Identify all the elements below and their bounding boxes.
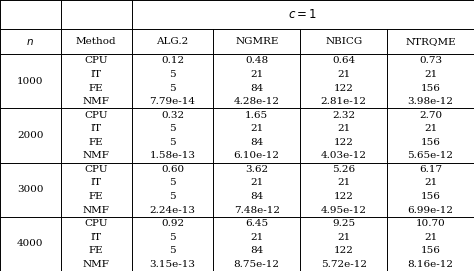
Text: 122: 122 — [334, 83, 354, 93]
Text: CPU: CPU — [84, 219, 108, 228]
Text: 8.75e-12: 8.75e-12 — [234, 260, 280, 269]
Text: 2.81e-12: 2.81e-12 — [320, 97, 367, 106]
Text: 0.60: 0.60 — [161, 165, 184, 174]
Text: 2.70: 2.70 — [419, 111, 442, 120]
Text: 156: 156 — [420, 138, 440, 147]
Text: 4.28e-12: 4.28e-12 — [234, 97, 280, 106]
Text: 1.58e-13: 1.58e-13 — [149, 151, 195, 160]
Text: NGMRE: NGMRE — [235, 37, 278, 46]
Text: 10.70: 10.70 — [416, 219, 446, 228]
Text: NMF: NMF — [82, 97, 109, 106]
Text: 21: 21 — [250, 70, 264, 79]
Text: 84: 84 — [250, 138, 264, 147]
Text: 8.16e-12: 8.16e-12 — [408, 260, 454, 269]
Text: 21: 21 — [250, 178, 264, 188]
Text: 4.03e-12: 4.03e-12 — [320, 151, 367, 160]
Text: CPU: CPU — [84, 56, 108, 66]
Text: 4000: 4000 — [17, 239, 44, 249]
Text: 122: 122 — [334, 138, 354, 147]
Text: 6.99e-12: 6.99e-12 — [408, 205, 454, 215]
Text: FE: FE — [89, 192, 103, 201]
Text: 7.79e-14: 7.79e-14 — [149, 97, 195, 106]
Text: 2.24e-13: 2.24e-13 — [149, 205, 195, 215]
Text: 0.73: 0.73 — [419, 56, 442, 66]
Text: 84: 84 — [250, 246, 264, 255]
Text: IT: IT — [91, 178, 102, 188]
Text: 5.65e-12: 5.65e-12 — [408, 151, 454, 160]
Text: 84: 84 — [250, 192, 264, 201]
Text: 5.72e-12: 5.72e-12 — [320, 260, 367, 269]
Text: 4.95e-12: 4.95e-12 — [320, 205, 367, 215]
Text: 1.65: 1.65 — [245, 111, 268, 120]
Text: 21: 21 — [250, 233, 264, 242]
Text: 7.48e-12: 7.48e-12 — [234, 205, 280, 215]
Text: 122: 122 — [334, 246, 354, 255]
Text: FE: FE — [89, 138, 103, 147]
Text: $n$: $n$ — [27, 37, 34, 47]
Text: 21: 21 — [250, 124, 264, 133]
Text: 5: 5 — [169, 178, 176, 188]
Text: NMF: NMF — [82, 260, 109, 269]
Text: 21: 21 — [337, 178, 350, 188]
Text: 0.12: 0.12 — [161, 56, 184, 66]
Text: Method: Method — [76, 37, 117, 46]
Text: NMF: NMF — [82, 205, 109, 215]
Text: 3000: 3000 — [17, 185, 44, 194]
Text: 5: 5 — [169, 192, 176, 201]
Text: 9.25: 9.25 — [332, 219, 355, 228]
Text: IT: IT — [91, 70, 102, 79]
Text: 5: 5 — [169, 246, 176, 255]
Text: 0.32: 0.32 — [161, 111, 184, 120]
Text: 2000: 2000 — [17, 131, 44, 140]
Text: ALG.2: ALG.2 — [156, 37, 189, 46]
Text: NMF: NMF — [82, 151, 109, 160]
Text: 84: 84 — [250, 83, 264, 93]
Text: 6.45: 6.45 — [245, 219, 268, 228]
Text: 122: 122 — [334, 192, 354, 201]
Text: 2.32: 2.32 — [332, 111, 355, 120]
Text: FE: FE — [89, 83, 103, 93]
Text: 21: 21 — [424, 70, 437, 79]
Text: 21: 21 — [424, 233, 437, 242]
Text: 21: 21 — [424, 124, 437, 133]
Text: 21: 21 — [337, 233, 350, 242]
Text: 6.10e-12: 6.10e-12 — [234, 151, 280, 160]
Text: 5: 5 — [169, 83, 176, 93]
Text: 3.15e-13: 3.15e-13 — [149, 260, 195, 269]
Text: 5: 5 — [169, 138, 176, 147]
Text: 5.26: 5.26 — [332, 165, 355, 174]
Text: 156: 156 — [420, 83, 440, 93]
Text: $c = 1$: $c = 1$ — [288, 8, 318, 21]
Text: 21: 21 — [337, 124, 350, 133]
Text: 0.64: 0.64 — [332, 56, 355, 66]
Text: 156: 156 — [420, 246, 440, 255]
Text: NTRQME: NTRQME — [405, 37, 456, 46]
Text: 5: 5 — [169, 233, 176, 242]
Text: 5: 5 — [169, 70, 176, 79]
Text: CPU: CPU — [84, 165, 108, 174]
Text: 21: 21 — [337, 70, 350, 79]
Text: 0.48: 0.48 — [245, 56, 268, 66]
Text: 5: 5 — [169, 124, 176, 133]
Text: IT: IT — [91, 124, 102, 133]
Text: 3.62: 3.62 — [245, 165, 268, 174]
Text: 0.92: 0.92 — [161, 219, 184, 228]
Text: FE: FE — [89, 246, 103, 255]
Text: 1000: 1000 — [17, 77, 44, 86]
Text: 3.98e-12: 3.98e-12 — [408, 97, 454, 106]
Text: 6.17: 6.17 — [419, 165, 442, 174]
Text: IT: IT — [91, 233, 102, 242]
Text: 21: 21 — [424, 178, 437, 188]
Text: NBICG: NBICG — [325, 37, 362, 46]
Text: 156: 156 — [420, 192, 440, 201]
Text: CPU: CPU — [84, 111, 108, 120]
